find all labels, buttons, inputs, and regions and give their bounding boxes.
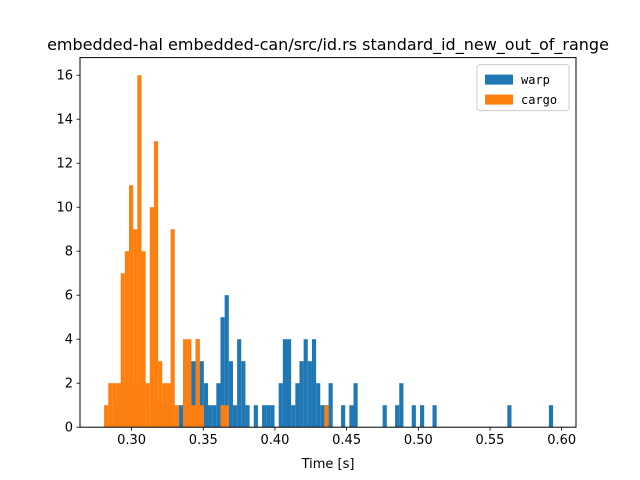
bar-warp-51: [420, 405, 425, 428]
bar-warp-28: [262, 405, 267, 428]
y-tick-label: 14: [56, 113, 73, 128]
x-tick-label: 0.50: [404, 433, 433, 448]
bar-cargo-13: [158, 361, 163, 428]
bar-cargo-18: [183, 339, 188, 428]
bar-warp-29: [266, 405, 271, 428]
bar-warp-50: [411, 405, 416, 428]
bar-warp-33: [287, 339, 292, 428]
x-axis: 0.30 0.35 0.40 0.45 0.50 0.55 0.60: [117, 427, 576, 448]
plot-frame: [79, 57, 577, 428]
legend-label-cargo: cargo: [521, 93, 557, 107]
bar-cargo-4: [120, 273, 125, 428]
bar-warp-44: [341, 405, 346, 428]
bar-cargo-5: [124, 251, 130, 428]
bar-cargo-25: [324, 405, 329, 428]
y-tick-label: 6: [65, 289, 73, 304]
bar-cargo-19: [187, 339, 192, 428]
bar-warp-41: [320, 405, 325, 428]
bar-cargo-24: [224, 405, 229, 428]
x-tick-label: 0.40: [260, 433, 289, 448]
bar-warp-43: [328, 383, 333, 428]
bar-cargo-8: [137, 75, 142, 428]
legend-swatch-warp: [485, 74, 513, 85]
bar-cargo-10: [145, 383, 150, 428]
bar-warp-53: [507, 405, 512, 428]
y-tick-label: 4: [65, 333, 73, 348]
bar-cargo-22: [199, 405, 204, 428]
bar-cargo-0: [104, 405, 109, 428]
bar-cargo-20: [191, 405, 196, 428]
bar-warp-35: [295, 383, 300, 428]
bar-warp-32: [282, 339, 288, 428]
bar-cargo-3: [116, 383, 121, 428]
legend-swatch-cargo: [485, 94, 513, 105]
bar-warp-38: [307, 361, 312, 428]
bar-warp-23: [232, 405, 238, 428]
legend: warp cargo: [476, 64, 570, 112]
bar-warp-18: [212, 405, 217, 428]
bar-warp-20: [220, 317, 225, 428]
bar-warp-40: [316, 383, 321, 428]
bar-warp-13: [191, 361, 196, 428]
bar-cargo-12: [153, 141, 159, 428]
bar-warp-52: [432, 405, 437, 428]
bar-cargo-15: [166, 383, 171, 428]
bar-warp-31: [278, 383, 283, 428]
bar-warp-21: [224, 295, 229, 428]
bar-warp-22: [228, 361, 233, 428]
bar-warp-16: [203, 383, 209, 428]
bar-warp-39: [311, 339, 317, 428]
bar-warp-34: [291, 405, 296, 428]
x-tick-label: 0.60: [547, 433, 576, 448]
bar-cargo-21: [195, 339, 200, 428]
bar-warp-37: [303, 339, 308, 428]
bar-warp-45: [349, 405, 354, 428]
bar-warp-10: [178, 405, 184, 428]
bar-warp-25: [241, 361, 246, 428]
bar-cargo-6: [129, 185, 134, 428]
bar-warp-19: [216, 383, 221, 428]
bar-cargo-2: [112, 383, 117, 428]
bar-warp-24: [237, 339, 242, 428]
bar-warp-46: [353, 383, 358, 428]
bar-warp-49: [399, 383, 404, 428]
bar-cargo-1: [108, 383, 113, 428]
bar-warp-54: [548, 405, 554, 428]
x-tick-label: 0.55: [476, 433, 505, 448]
y-tick-label: 2: [65, 377, 73, 392]
bar-warp-36: [299, 361, 304, 428]
y-tick-label: 10: [56, 201, 73, 216]
y-tick-label: 8: [65, 245, 73, 260]
x-axis-label: Time [s]: [301, 457, 355, 472]
x-tick-label: 0.45: [332, 433, 361, 448]
y-tick-label: 12: [56, 157, 73, 172]
bar-warp-48: [395, 405, 400, 428]
bar-cargo-11: [149, 207, 154, 428]
bar-cargo-7: [133, 229, 138, 428]
bar-warp-15: [199, 361, 204, 428]
x-tick-label: 0.30: [117, 433, 146, 448]
bars-group: [104, 75, 554, 428]
bar-cargo-17: [174, 405, 179, 428]
y-tick-label: 0: [65, 421, 73, 436]
bar-warp-30: [270, 405, 275, 428]
bar-cargo-16: [170, 229, 175, 428]
x-tick-label: 0.35: [189, 433, 218, 448]
bar-warp-17: [208, 405, 213, 428]
bar-cargo-14: [162, 383, 167, 428]
y-tick-label: 16: [56, 69, 73, 84]
bar-warp-27: [253, 405, 258, 428]
bar-warp-47: [382, 405, 387, 428]
bar-cargo-9: [141, 251, 146, 428]
chart-title: embedded-hal embedded-can/src/id.rs stan…: [47, 35, 609, 55]
y-axis: 0 2 4 6 8 10 12 14 16: [56, 69, 80, 436]
legend-label-warp: warp: [521, 73, 550, 87]
bar-cargo-23: [220, 405, 225, 428]
bar-warp-26: [245, 405, 250, 428]
